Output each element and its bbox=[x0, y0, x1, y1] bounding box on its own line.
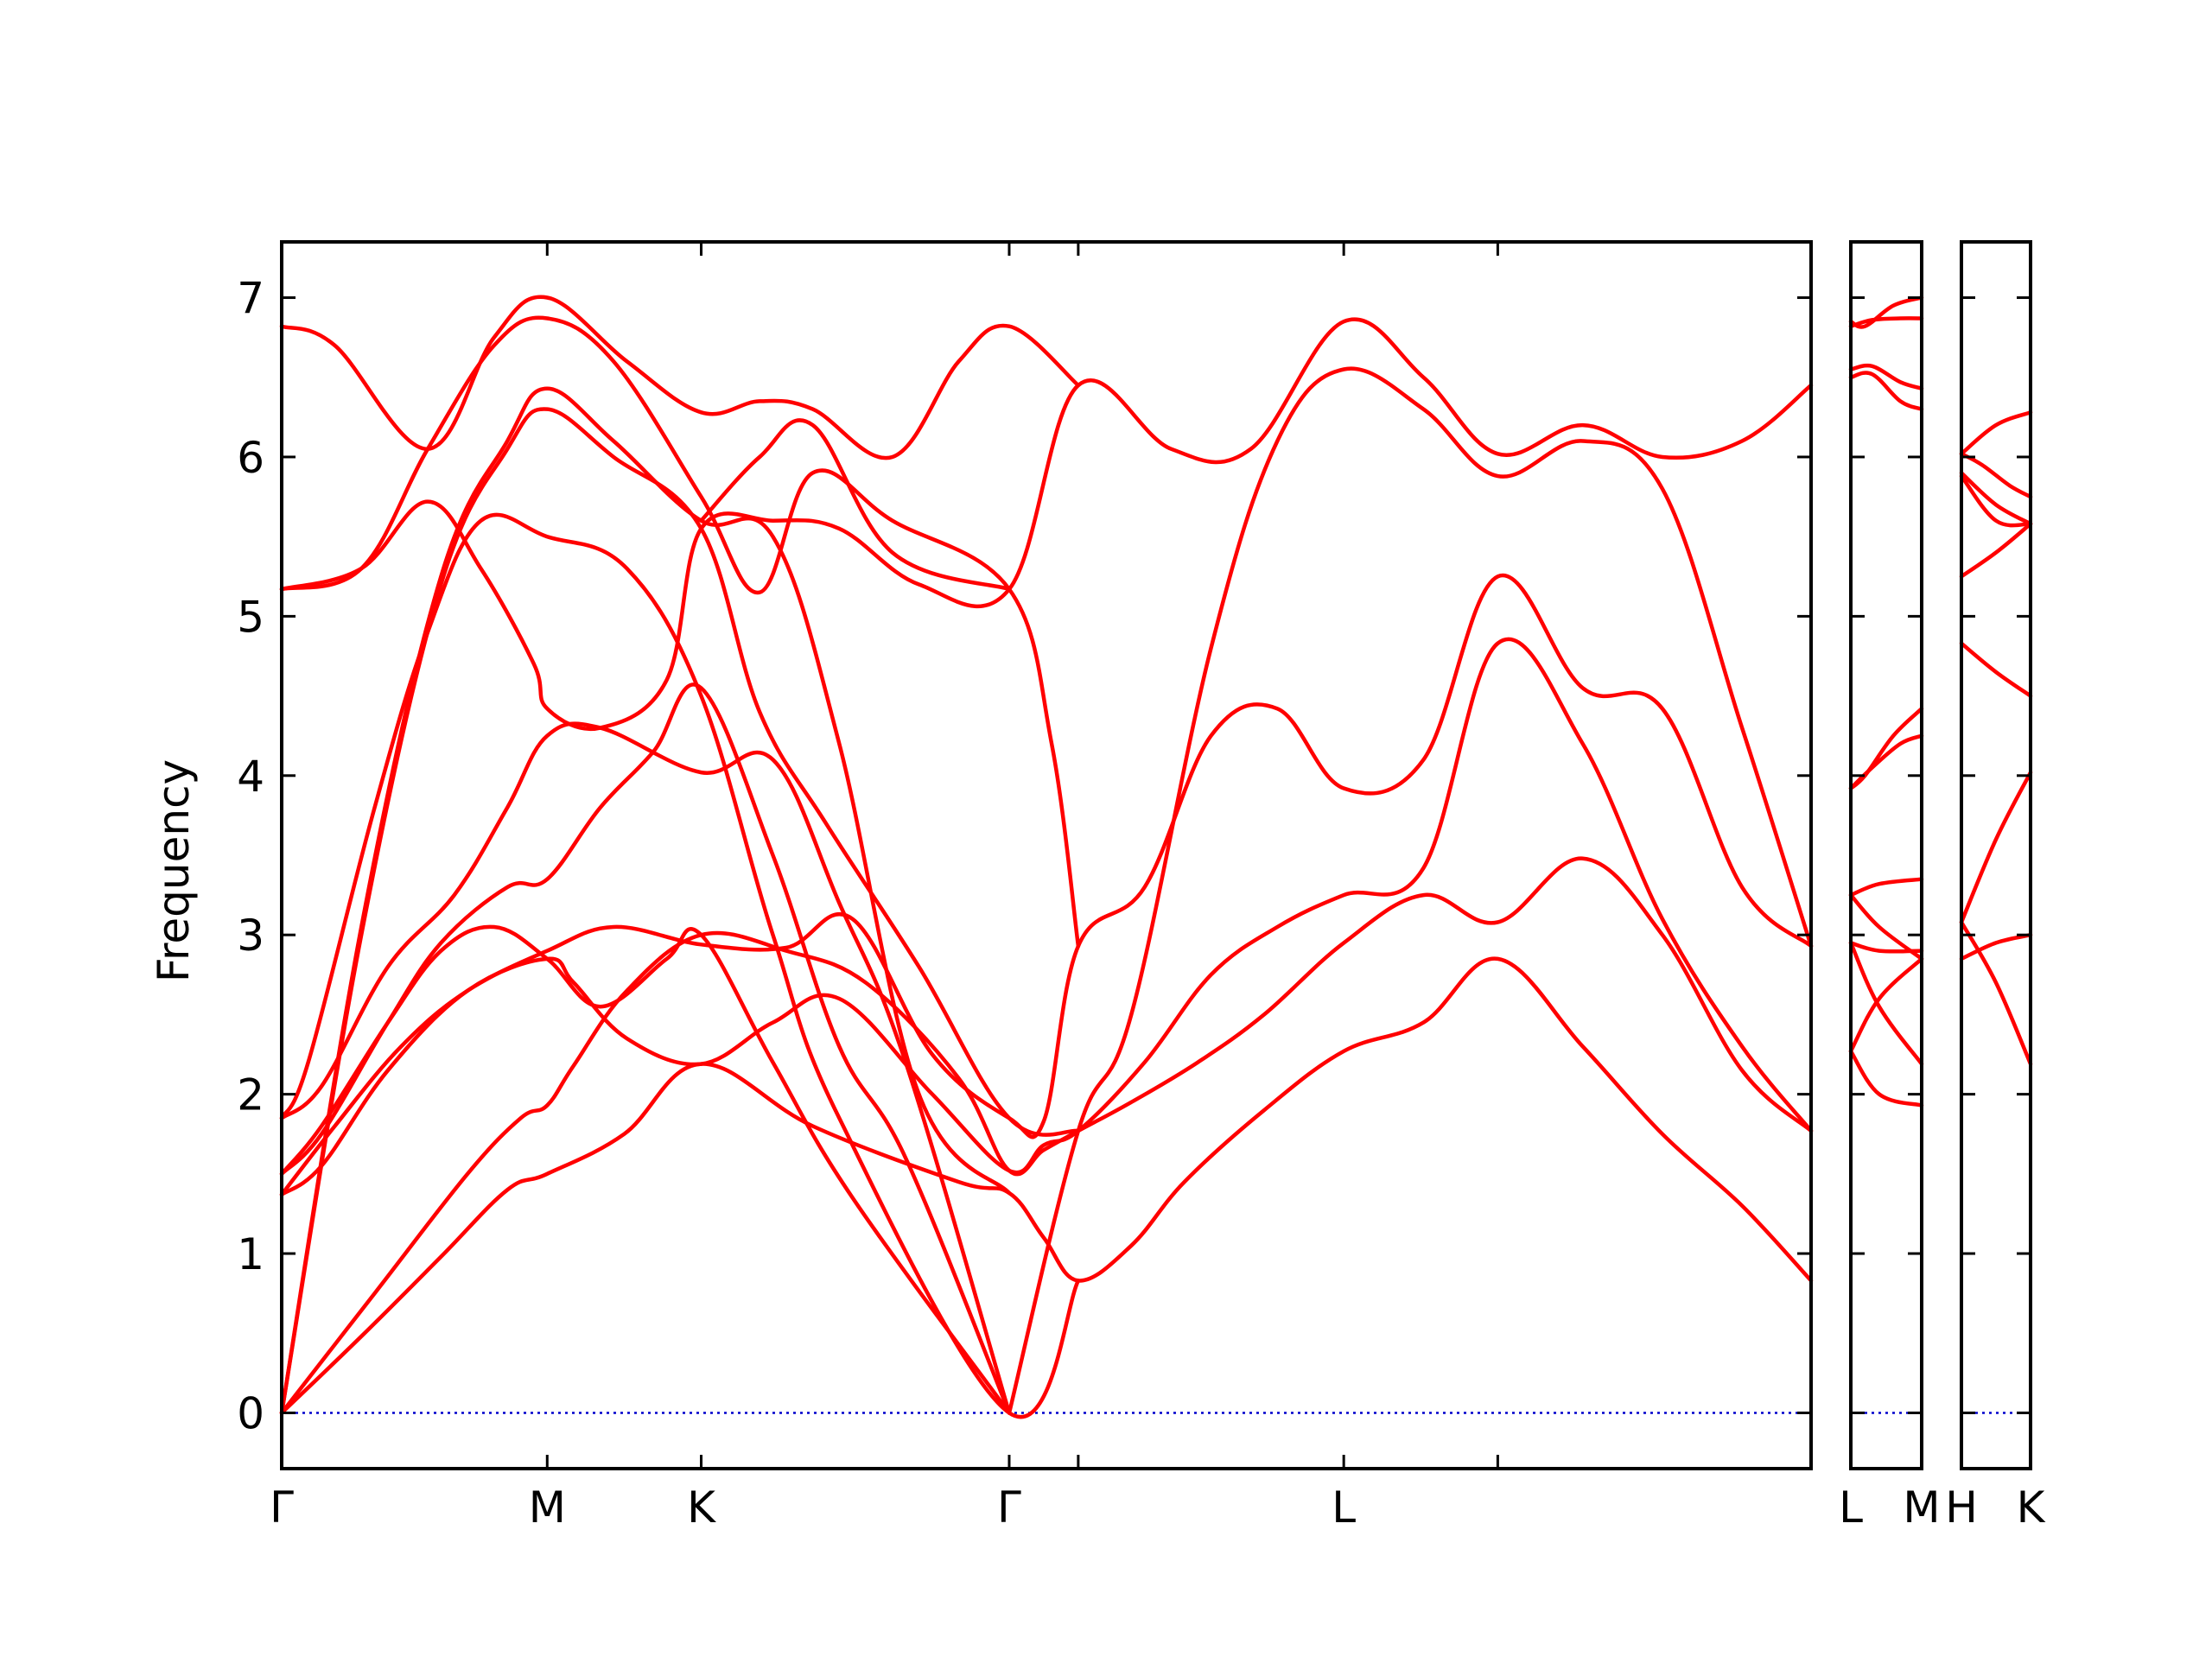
y-tick-label: 1 bbox=[237, 1229, 264, 1279]
y-tick-label: 7 bbox=[237, 274, 264, 324]
band-line-panel1-8 bbox=[279, 512, 1081, 1419]
band-line-panel2-10 bbox=[1848, 941, 1924, 1066]
band-line-panel3-4 bbox=[1959, 473, 2033, 528]
band-line-panel2-2 bbox=[1848, 316, 1924, 328]
band-line-panel3-5 bbox=[1959, 522, 2033, 579]
y-tick-label: 4 bbox=[237, 752, 264, 802]
band-line-panel1-15 bbox=[1007, 366, 1814, 1415]
x-tick-label: Γ bbox=[997, 1482, 1021, 1533]
band-line-panel3-1 bbox=[1959, 410, 2033, 456]
plot-frame-2 bbox=[1849, 240, 1923, 1470]
band-line-panel2-9 bbox=[1848, 941, 1924, 954]
x-tick-label: M bbox=[1903, 1482, 1940, 1533]
band-line-panel3-8 bbox=[1959, 920, 2033, 1066]
band-line-panel1-7 bbox=[279, 721, 1012, 1415]
band-line-panel1-13 bbox=[279, 295, 1081, 460]
x-tick-label: L bbox=[1332, 1482, 1356, 1533]
band-line-panel1-9 bbox=[279, 407, 1081, 1415]
band-line-panel1-10 bbox=[279, 386, 1012, 1415]
plot-frame-1 bbox=[280, 240, 1813, 1470]
band-line-panel3-7 bbox=[1959, 770, 2033, 924]
x-tick-label: Γ bbox=[270, 1482, 294, 1533]
y-tick-label: 2 bbox=[237, 1070, 264, 1120]
band-line-panel1-11 bbox=[279, 317, 1814, 731]
y-tick-label: 0 bbox=[237, 1388, 264, 1438]
plot-frame-3 bbox=[1960, 240, 2032, 1470]
y-tick-label: 3 bbox=[237, 911, 264, 961]
band-line-panel3-9 bbox=[1959, 932, 2033, 962]
band-line-panel3-3 bbox=[1959, 471, 2033, 526]
band-line-panel2-3 bbox=[1848, 363, 1924, 390]
band-line-panel2-6 bbox=[1848, 733, 1924, 790]
x-tick-label: L bbox=[1839, 1482, 1863, 1533]
band-line-panel2-4 bbox=[1848, 371, 1924, 411]
band-line-panel2-12 bbox=[1848, 1049, 1924, 1108]
y-tick-label: 6 bbox=[237, 433, 264, 483]
x-tick-label: K bbox=[2017, 1482, 2046, 1533]
band-line-panel3-6 bbox=[1959, 641, 2033, 698]
band-line-panel1-14 bbox=[699, 418, 1012, 592]
y-axis-label: Frequency bbox=[149, 759, 199, 982]
band-line-panel1-1 bbox=[279, 956, 1814, 1415]
x-tick-label: K bbox=[687, 1482, 716, 1533]
band-line-panel1-4 bbox=[279, 573, 1814, 1197]
band-line-panel2-7 bbox=[1848, 877, 1924, 898]
band-line-panel1-6 bbox=[279, 682, 1012, 1415]
band-line-panel2-11 bbox=[1848, 956, 1924, 1054]
x-tick-label: H bbox=[1945, 1482, 1978, 1533]
x-tick-label: M bbox=[529, 1482, 566, 1533]
y-tick-label: 5 bbox=[237, 592, 264, 642]
